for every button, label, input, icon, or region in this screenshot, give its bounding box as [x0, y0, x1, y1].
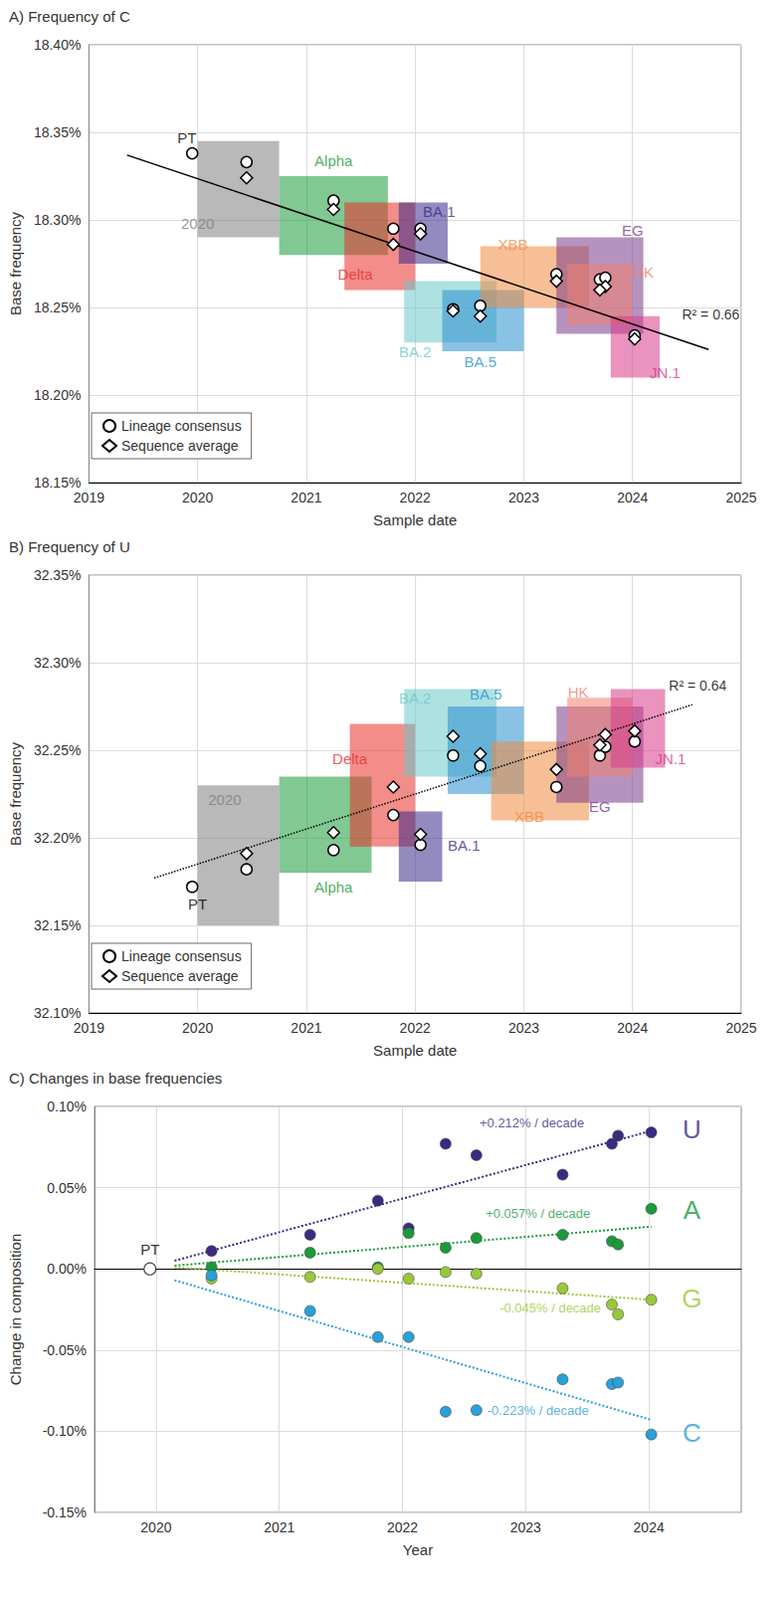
- svg-text:XBB: XBB: [498, 235, 529, 253]
- svg-text:-0.10%: -0.10%: [42, 1422, 87, 1439]
- svg-text:Base frequency: Base frequency: [6, 741, 24, 846]
- svg-text:32.20%: 32.20%: [33, 829, 81, 846]
- svg-text:C) Changes in base frequencies: C) Changes in base frequencies: [8, 1069, 222, 1087]
- svg-text:2023: 2023: [508, 1019, 540, 1036]
- svg-text:2024: 2024: [633, 1519, 665, 1536]
- svg-text:32.25%: 32.25%: [33, 742, 81, 759]
- svg-text:2024: 2024: [616, 1019, 648, 1036]
- svg-text:+0.212% / decade: +0.212% / decade: [479, 1115, 585, 1131]
- svg-text:0.10%: 0.10%: [46, 1098, 87, 1115]
- svg-text:Sequence average: Sequence average: [121, 437, 239, 454]
- svg-text:BA.2: BA.2: [398, 689, 432, 707]
- svg-text:Sequence average: Sequence average: [121, 968, 239, 984]
- svg-text:2023: 2023: [508, 489, 540, 506]
- svg-text:Lineage consensus: Lineage consensus: [121, 948, 242, 965]
- svg-text:-0.05%: -0.05%: [42, 1342, 87, 1359]
- svg-text:HK: HK: [568, 683, 589, 701]
- svg-text:Change in composition: Change in composition: [6, 1233, 24, 1386]
- svg-text:B) Frequency of U: B) Frequency of U: [8, 538, 131, 556]
- svg-text:2025: 2025: [725, 1019, 757, 1036]
- svg-text:Lineage consensus: Lineage consensus: [121, 417, 242, 434]
- svg-text:Sample date: Sample date: [373, 1041, 457, 1059]
- svg-text:2019: 2019: [73, 489, 105, 506]
- svg-text:R² = 0.66: R² = 0.66: [681, 306, 740, 323]
- svg-text:XBB: XBB: [514, 807, 545, 825]
- svg-text:BA.5: BA.5: [469, 685, 503, 703]
- svg-text:U: U: [682, 1114, 702, 1145]
- svg-text:Delta: Delta: [338, 265, 375, 283]
- svg-text:2020: 2020: [181, 214, 214, 232]
- svg-text:-0.15%: -0.15%: [42, 1504, 87, 1521]
- svg-text:2025: 2025: [725, 489, 757, 506]
- svg-text:32.35%: 32.35%: [33, 567, 81, 584]
- svg-text:2020: 2020: [182, 489, 213, 506]
- svg-text:18.20%: 18.20%: [33, 387, 81, 403]
- svg-text:2022: 2022: [399, 1019, 431, 1036]
- svg-text:2020: 2020: [207, 790, 241, 808]
- svg-text:-0.045% / decade: -0.045% / decade: [499, 1300, 601, 1316]
- svg-text:Delta: Delta: [332, 750, 369, 768]
- svg-text:32.30%: 32.30%: [33, 654, 81, 671]
- svg-text:Alpha: Alpha: [314, 878, 354, 896]
- svg-text:-0.223% / decade: -0.223% / decade: [487, 1402, 589, 1418]
- svg-text:EG: EG: [588, 797, 611, 815]
- svg-text:32.15%: 32.15%: [33, 917, 81, 934]
- svg-text:2020: 2020: [182, 1019, 213, 1036]
- svg-text:2021: 2021: [290, 489, 322, 506]
- svg-text:BA.2: BA.2: [398, 343, 432, 361]
- svg-text:PT: PT: [188, 895, 207, 913]
- svg-text:Sample date: Sample date: [373, 511, 457, 529]
- svg-text:G: G: [681, 1283, 702, 1314]
- svg-text:32.10%: 32.10%: [33, 1004, 81, 1021]
- svg-text:2023: 2023: [510, 1519, 542, 1536]
- svg-text:C: C: [682, 1417, 702, 1448]
- svg-text:A) Frequency of C: A) Frequency of C: [8, 7, 131, 25]
- svg-text:BA.5: BA.5: [463, 353, 497, 371]
- svg-text:18.35%: 18.35%: [33, 124, 81, 141]
- svg-text:JN.1: JN.1: [649, 364, 681, 382]
- svg-text:18.40%: 18.40%: [33, 36, 81, 53]
- svg-text:HK: HK: [632, 263, 654, 281]
- svg-text:2022: 2022: [387, 1519, 418, 1536]
- svg-text:18.15%: 18.15%: [33, 474, 81, 491]
- svg-text:2021: 2021: [290, 1019, 322, 1036]
- svg-text:0.05%: 0.05%: [46, 1179, 87, 1196]
- svg-text:PT: PT: [177, 129, 196, 147]
- svg-text:0.00%: 0.00%: [46, 1260, 87, 1277]
- svg-text:2024: 2024: [616, 489, 648, 506]
- svg-text:PT: PT: [140, 1240, 160, 1258]
- svg-text:Year: Year: [402, 1541, 433, 1559]
- svg-text:+0.057% / decade: +0.057% / decade: [485, 1205, 590, 1221]
- svg-text:JN.1: JN.1: [655, 750, 687, 768]
- svg-text:BA.1: BA.1: [447, 836, 481, 854]
- svg-text:Base frequency: Base frequency: [6, 210, 24, 316]
- svg-text:A: A: [683, 1194, 702, 1225]
- svg-text:18.25%: 18.25%: [33, 299, 81, 316]
- svg-text:Alpha: Alpha: [314, 152, 354, 170]
- svg-text:2022: 2022: [399, 489, 431, 506]
- svg-text:2021: 2021: [263, 1519, 295, 1536]
- svg-text:EG: EG: [621, 221, 644, 239]
- svg-text:R² = 0.64: R² = 0.64: [668, 677, 727, 694]
- svg-text:BA.1: BA.1: [422, 202, 456, 220]
- svg-text:2019: 2019: [73, 1019, 105, 1036]
- svg-text:18.30%: 18.30%: [33, 211, 81, 228]
- svg-text:2020: 2020: [140, 1519, 172, 1536]
